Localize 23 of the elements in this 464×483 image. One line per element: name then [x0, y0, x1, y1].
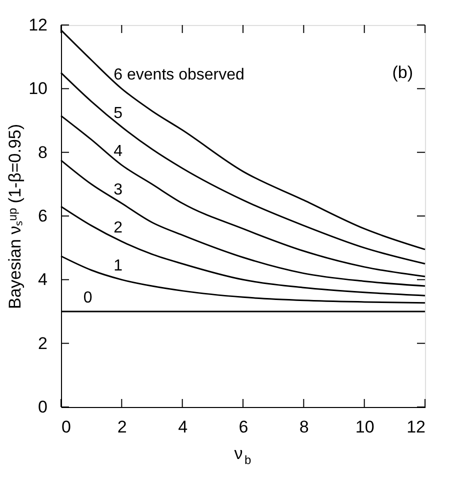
series-label: 0	[83, 290, 92, 306]
y-tick-label: 0	[38, 398, 48, 416]
x-tick-label: 10	[355, 418, 374, 436]
x-tick-label: 2	[117, 418, 127, 436]
x-tick-label: 8	[299, 418, 309, 436]
y-axis-title: Bayesian νₛᵘᵖ (1-β=0.95)	[6, 124, 25, 310]
x-tick-label: 0	[62, 418, 71, 436]
y-tick-label: 6	[38, 206, 48, 226]
series-label: 4	[114, 143, 123, 160]
y-tick-label: 4	[38, 270, 48, 290]
y-tick-label: 8	[38, 142, 48, 162]
series-label: 1	[114, 258, 123, 275]
y-tick-label: 2	[38, 334, 48, 353]
y-tick-label: 10	[28, 79, 48, 98]
x-tick-label: 12	[406, 418, 426, 436]
annotation: (b)	[392, 63, 413, 82]
series-label: 5	[114, 104, 123, 122]
series-label: 3	[114, 181, 123, 198]
x-tick-label: 4	[178, 418, 188, 436]
x-tick-label: 6	[238, 418, 248, 436]
series-label: 6 events observed	[114, 66, 244, 84]
y-tick-label: 12	[28, 16, 48, 34]
series-label: 2	[114, 219, 123, 236]
